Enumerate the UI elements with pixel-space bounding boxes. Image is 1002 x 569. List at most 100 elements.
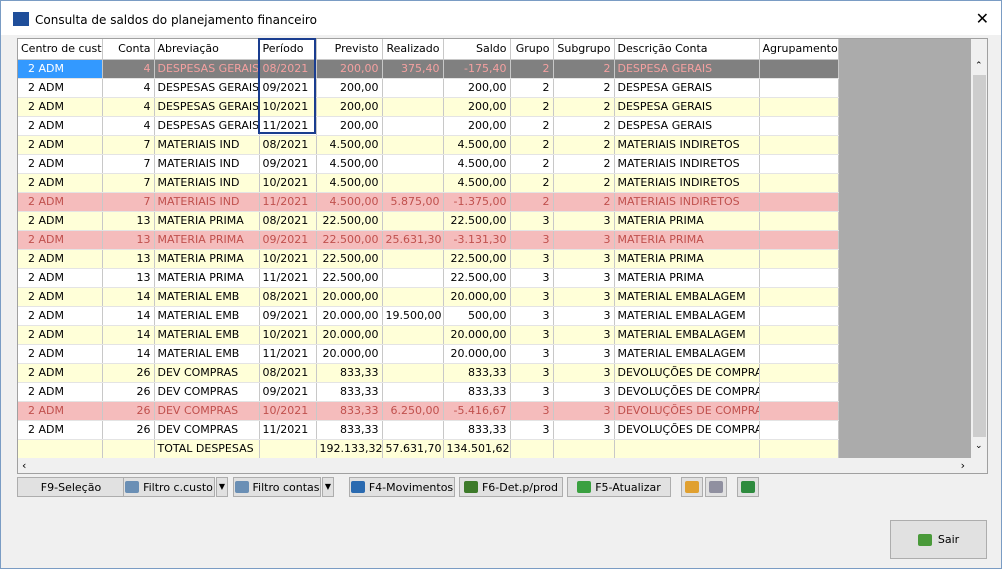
table-cell xyxy=(759,363,838,382)
table-cell: 3 xyxy=(510,230,553,249)
table-cell xyxy=(382,116,443,135)
table-cell: MATERIAIS IND xyxy=(154,192,259,211)
table-cell: DEV COMPRAS xyxy=(154,401,259,420)
table-row[interactable]: 2 ADM7MATERIAIS IND10/20214.500,004.500,… xyxy=(18,173,838,192)
total-cell xyxy=(102,439,154,458)
table-cell xyxy=(382,154,443,173)
table-cell: 2 ADM xyxy=(18,401,102,420)
table-cell: 200,00 xyxy=(316,59,382,78)
total-cell xyxy=(759,439,838,458)
icon-button[interactable] xyxy=(681,477,703,497)
column-highlight xyxy=(258,38,316,134)
horizontal-scrollbar[interactable]: ‹› xyxy=(18,458,971,474)
table-cell: 2 xyxy=(510,135,553,154)
table-cell: 11/2021 xyxy=(259,344,316,363)
table-cell: 4.500,00 xyxy=(443,173,510,192)
table-cell: 3 xyxy=(510,306,553,325)
icon-button[interactable] xyxy=(705,477,727,497)
table-row[interactable]: 2 ADM26DEV COMPRAS11/2021833,33833,3333D… xyxy=(18,420,838,439)
table-cell: 2 xyxy=(553,173,614,192)
column-header[interactable]: Abreviação xyxy=(154,39,259,59)
table-cell: 3 xyxy=(553,382,614,401)
table-cell: 3 xyxy=(510,325,553,344)
table-row[interactable]: 2 ADM14MATERIAL EMB09/202120.000,0019.50… xyxy=(18,306,838,325)
table-cell xyxy=(382,173,443,192)
table-cell: 19.500,00 xyxy=(382,306,443,325)
title-bar: Consulta de saldos do planejamento finan… xyxy=(1,1,1001,35)
button-label: F6-Det.p/prod xyxy=(482,481,558,494)
toolbar-button[interactable]: F6-Det.p/prod xyxy=(459,477,563,497)
window-title: Consulta de saldos do planejamento finan… xyxy=(35,13,317,27)
column-header[interactable]: Descrição Conta xyxy=(614,39,759,59)
table-row[interactable]: 2 ADM4DESPESAS GERAIS11/2021200,00200,00… xyxy=(18,116,838,135)
table-row[interactable]: 2 ADM26DEV COMPRAS08/2021833,33833,3333D… xyxy=(18,363,838,382)
vertical-scrollbar[interactable]: ⌃⌄ xyxy=(971,39,988,458)
column-header[interactable]: Previsto xyxy=(316,39,382,59)
button-icon xyxy=(741,481,755,493)
table-row[interactable]: 2 ADM13MATERIA PRIMA08/202122.500,0022.5… xyxy=(18,211,838,230)
table-row[interactable]: 2 ADM26DEV COMPRAS10/2021833,336.250,00-… xyxy=(18,401,838,420)
table-cell: 3 xyxy=(553,287,614,306)
column-header[interactable]: Grupo xyxy=(510,39,553,59)
column-header[interactable]: Realizado xyxy=(382,39,443,59)
button-icon xyxy=(685,481,699,493)
table-cell: MATERIAIS INDIRETOS xyxy=(614,173,759,192)
table-cell: 2 xyxy=(553,78,614,97)
column-header[interactable]: Subgrupo xyxy=(553,39,614,59)
total-cell: 134.501,62 xyxy=(443,439,510,458)
close-icon[interactable]: ✕ xyxy=(976,9,989,28)
table-cell: 10/2021 xyxy=(259,325,316,344)
app-icon xyxy=(13,12,29,26)
table-row[interactable]: 2 ADM13MATERIA PRIMA09/202122.500,0025.6… xyxy=(18,230,838,249)
icon-button[interactable] xyxy=(737,477,759,497)
table-row[interactable]: 2 ADM13MATERIA PRIMA10/202122.500,0022.5… xyxy=(18,249,838,268)
table-cell: 833,33 xyxy=(316,363,382,382)
table-cell: 08/2021 xyxy=(259,135,316,154)
table-cell: MATERIAL EMBALAGEM xyxy=(614,287,759,306)
table-cell: MATERIAL EMBALAGEM xyxy=(614,306,759,325)
table-cell: DESPESA GERAIS xyxy=(614,59,759,78)
table-row[interactable]: 2 ADM14MATERIAL EMB08/202120.000,0020.00… xyxy=(18,287,838,306)
table-cell: 4.500,00 xyxy=(316,154,382,173)
column-header[interactable]: Conta xyxy=(102,39,154,59)
table-row[interactable]: 2 ADM4DESPESAS GERAIS10/2021200,00200,00… xyxy=(18,97,838,116)
table-cell: 2 xyxy=(510,78,553,97)
column-header[interactable]: Agrupamento xyxy=(759,39,838,59)
column-header[interactable]: Saldo xyxy=(443,39,510,59)
table-cell: 11/2021 xyxy=(259,268,316,287)
table-cell: 3 xyxy=(510,249,553,268)
table-row[interactable]: 2 ADM14MATERIAL EMB11/202120.000,0020.00… xyxy=(18,344,838,363)
toolbar-button[interactable]: F4-Movimentos xyxy=(349,477,455,497)
toolbar-button[interactable]: Filtro contas xyxy=(233,477,321,497)
table-row[interactable]: 2 ADM4DESPESAS GERAIS08/2021200,00375,40… xyxy=(18,59,838,78)
scroll-thumb[interactable] xyxy=(973,75,986,437)
column-header[interactable]: Centro de custo xyxy=(18,39,102,59)
total-cell: 57.631,70 xyxy=(382,439,443,458)
table-cell: 2 xyxy=(553,59,614,78)
table-cell: 20.000,00 xyxy=(443,325,510,344)
table-cell: MATERIAL EMBALAGEM xyxy=(614,325,759,344)
table-cell: 375,40 xyxy=(382,59,443,78)
table-cell: 3 xyxy=(510,401,553,420)
table-row[interactable]: 2 ADM14MATERIAL EMB10/202120.000,0020.00… xyxy=(18,325,838,344)
table-row[interactable]: 2 ADM7MATERIAIS IND11/20214.500,005.875,… xyxy=(18,192,838,211)
toolbar-button[interactable]: F9-Seleção xyxy=(17,477,125,497)
table-cell xyxy=(382,325,443,344)
table-cell: 2 ADM xyxy=(18,420,102,439)
table-cell xyxy=(382,97,443,116)
table-cell: 4.500,00 xyxy=(443,135,510,154)
dropdown-arrow[interactable]: ▼ xyxy=(216,477,228,497)
table-row[interactable]: 2 ADM7MATERIAIS IND08/20214.500,004.500,… xyxy=(18,135,838,154)
toolbar-button[interactable]: F5-Atualizar xyxy=(567,477,671,497)
table-cell: MATERIAL EMB xyxy=(154,325,259,344)
button[interactable]: Sair xyxy=(890,520,987,559)
table-row[interactable]: 2 ADM7MATERIAIS IND09/20214.500,004.500,… xyxy=(18,154,838,173)
table-row[interactable]: 2 ADM26DEV COMPRAS09/2021833,33833,3333D… xyxy=(18,382,838,401)
toolbar-button[interactable]: Filtro c.custo xyxy=(123,477,215,497)
table-cell: 3 xyxy=(510,363,553,382)
dropdown-arrow[interactable]: ▼ xyxy=(322,477,334,497)
table-row[interactable]: 2 ADM4DESPESAS GERAIS09/2021200,00200,00… xyxy=(18,78,838,97)
table-row[interactable]: 2 ADM13MATERIA PRIMA11/202122.500,0022.5… xyxy=(18,268,838,287)
table-cell: 4 xyxy=(102,59,154,78)
